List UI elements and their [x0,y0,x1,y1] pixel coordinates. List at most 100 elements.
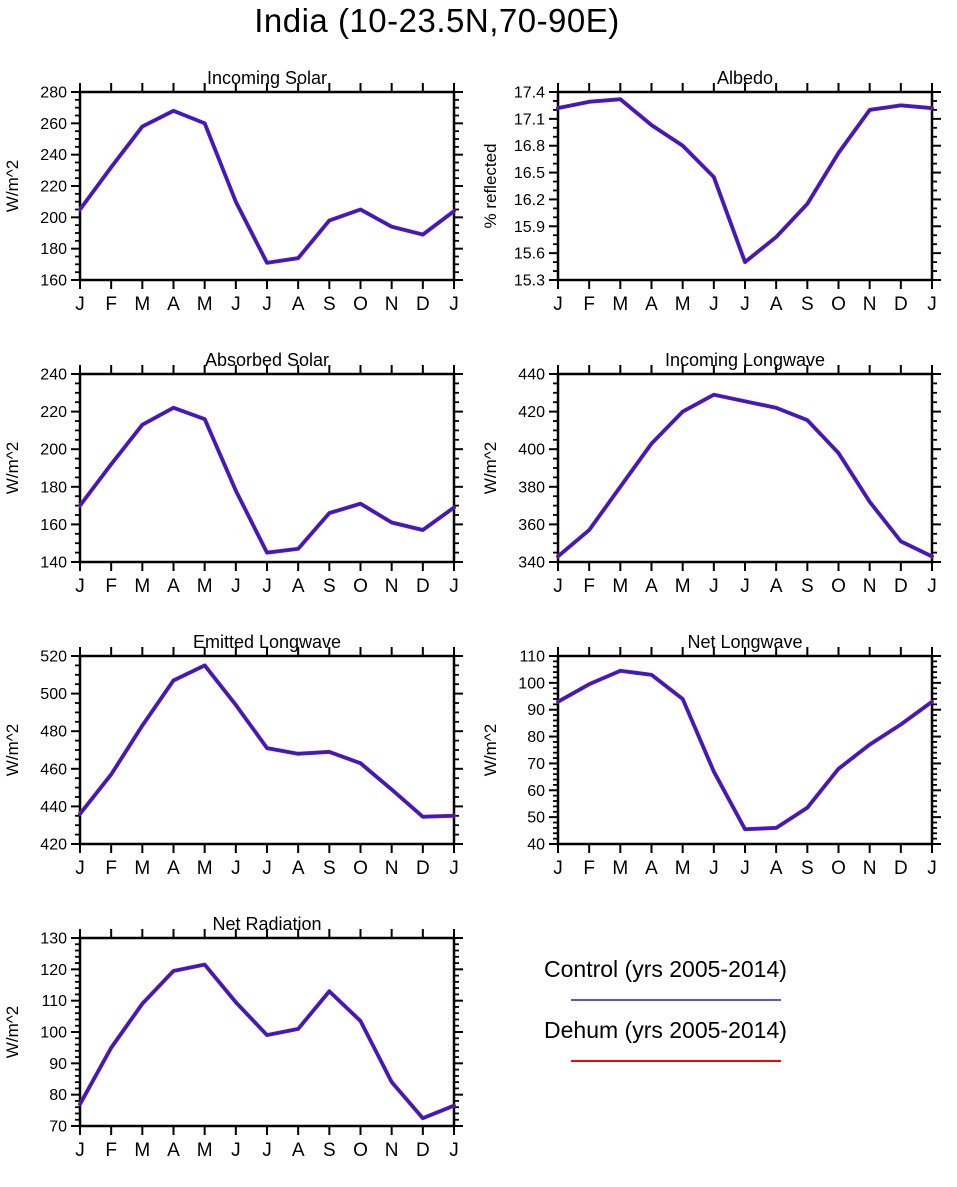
x-tick-label: S [801,858,814,879]
y-tick-label: 440 [518,367,545,384]
x-tick-label: M [197,858,213,879]
control-line [556,669,934,831]
x-tick-label: A [645,576,658,597]
control-line [78,109,456,265]
x-tick-label: J [740,576,750,597]
y-tick-label: 80 [49,1087,67,1104]
chart-title: Incoming Longwave [665,350,825,370]
plot-frame [556,90,934,282]
x-tick-label: M [197,294,213,315]
legend-label-control: Control (yrs 2005-2014) [544,956,787,982]
panel-net-radiation: Net Radiation J F M A M J J A S O N D J 70 80 90 100 110 12… [0,904,478,1186]
x-tick-label: J [740,294,750,315]
dehum-line [556,668,934,832]
x-tick-label: A [770,576,783,597]
x-tick-label: D [894,858,908,879]
y-axis-label: W/m^2 [481,442,500,494]
x-tick-label: S [323,576,336,597]
dehum-line [78,405,456,555]
chart-title: Net Longwave [687,632,802,652]
x-tick-label: J [231,294,241,315]
x-tick-label: F [105,294,117,315]
y-tick-label: 100 [40,1025,67,1042]
y-axis-label: W/m^2 [481,724,500,776]
x-tick-label: A [770,294,783,315]
x-tick-label: D [416,576,430,597]
dehum-line [556,392,934,559]
x-tick-label: A [167,1140,180,1161]
x-tick-label: J [75,1140,85,1161]
x-tick-label: S [323,858,336,879]
x-tick-label: J [553,576,563,597]
x-tick-label: S [801,294,814,315]
y-tick-label: 17.1 [514,111,545,128]
y-tick-label: 160 [40,273,67,290]
y-tick-label: 15.6 [514,246,545,263]
y-tick-label: 360 [518,517,545,534]
x-tick-label: M [675,576,691,597]
x-tick-label: J [262,1140,272,1161]
y-tick-label: 110 [519,649,545,666]
y-tick-label: 40 [527,837,545,854]
x-tick-label: J [75,294,85,315]
x-tick-label: M [612,858,628,879]
x-tick-label: J [709,294,719,315]
x-tick-label: M [675,294,691,315]
x-tick-label: M [612,576,628,597]
x-tick-label: F [583,858,595,879]
y-tick-label: 480 [40,724,67,741]
plot-frame [78,936,456,1128]
x-tick-label: J [449,1140,459,1161]
plot-frame [556,654,934,846]
y-tick-label: 80 [527,729,545,746]
x-tick-label: A [292,858,305,879]
y-tick-label: 100 [518,675,545,692]
x-tick-label: J [262,294,272,315]
y-tick-label: 440 [40,799,67,816]
x-tick-label: D [416,294,430,315]
y-tick-label: 16.5 [514,165,545,182]
figure-title: India (10-23.5N,70-90E) [254,2,620,39]
x-tick-label: O [353,294,368,315]
y-tick-label: 160 [40,517,67,534]
x-tick-label: A [167,294,180,315]
panel-albedo: Albedo J F M A M J J A S O N D J 15.3 15.6 15.9 16.2 16.5 1… [478,58,957,340]
x-tick-label: O [353,858,368,879]
x-tick-label: D [894,294,908,315]
y-axis-label: W/m^2 [3,1006,22,1058]
x-tick-label: J [709,576,719,597]
x-tick-label: A [645,294,658,315]
x-tick-label: M [675,858,691,879]
x-tick-label: J [553,858,563,879]
x-tick-label: J [449,294,459,315]
panel-incoming-longwave: Incoming Longwave J F M A M J J A S O N D J 340 360 380 4… [478,340,957,622]
x-tick-label: D [894,576,908,597]
y-axis-label: % reflected [481,143,500,228]
x-tick-label: A [292,576,305,597]
x-tick-label: J [709,858,719,879]
chart-grid: Incoming Solar J F M A M J J A S O N D J 160 180 200 220 2… [0,58,957,1186]
x-tick-label: N [385,576,399,597]
x-tick-label: O [831,858,846,879]
panel-incoming-solar: Incoming Solar J F M A M J J A S O N D J 160 180 200 220 2… [0,58,478,340]
panel-emitted-longwave: Emitted Longwave J F M A M J J A S O N D J 420 440 460 48… [0,622,478,904]
x-tick-label: M [197,576,213,597]
x-tick-label: A [292,1140,305,1161]
y-tick-label: 500 [40,686,67,703]
control-line [556,97,934,264]
y-tick-label: 420 [40,837,67,854]
x-tick-label: M [134,858,150,879]
y-tick-label: 120 [40,962,67,979]
x-tick-label: N [385,858,399,879]
plot-frame [78,372,456,564]
y-tick-label: 15.9 [514,219,545,236]
dehum-line [78,962,456,1121]
x-tick-label: S [323,1140,336,1161]
y-tick-label: 240 [40,147,67,164]
